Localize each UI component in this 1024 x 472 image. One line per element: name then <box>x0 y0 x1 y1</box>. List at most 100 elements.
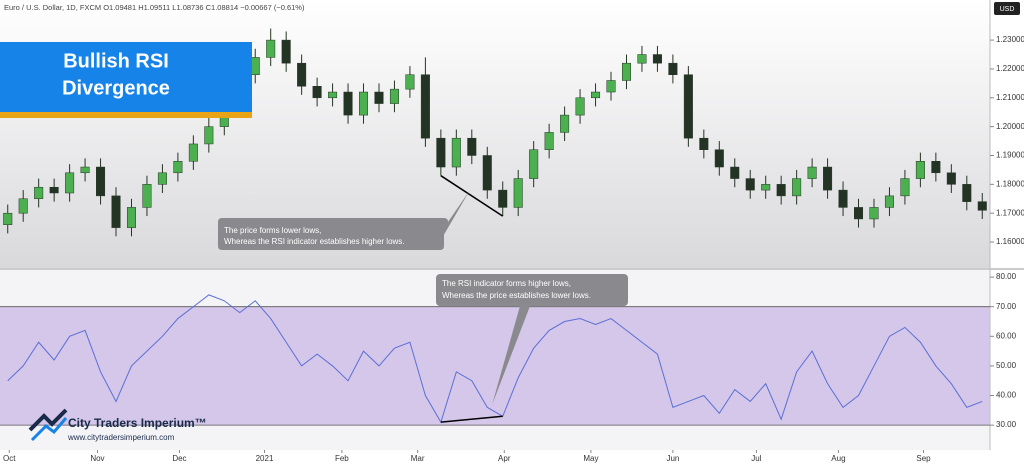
y-tick-label: 80.00 <box>996 272 1017 281</box>
candle-body <box>606 80 616 93</box>
candle-body <box>915 161 925 179</box>
x-tick-label: May <box>583 454 598 463</box>
x-tick-label: Feb <box>335 454 349 463</box>
y-tick-label: 1.21000 <box>996 93 1024 102</box>
candle-body <box>591 91 601 99</box>
candle-body <box>389 88 399 104</box>
y-tick-label: 50.00 <box>996 361 1017 370</box>
candle-body <box>420 74 430 139</box>
candle-body <box>683 74 693 139</box>
x-tick-label: Aug <box>831 454 845 463</box>
y-tick-label: 70.00 <box>996 302 1017 311</box>
candle-body <box>204 126 214 145</box>
y-tick-label: 1.19000 <box>996 151 1024 160</box>
candle-body <box>962 184 972 202</box>
candle-body <box>49 186 59 194</box>
x-tick-label: Oct <box>3 454 16 463</box>
price-pane <box>0 0 990 268</box>
rsi-callout <box>436 274 628 306</box>
candle-body <box>560 114 570 133</box>
candle-body <box>513 178 523 208</box>
candle-body <box>838 189 848 208</box>
candle-body <box>266 39 276 58</box>
candle-body <box>977 201 987 211</box>
candle-body <box>3 212 13 225</box>
logo-url: www.citytradersimperium.com <box>67 433 175 442</box>
currency-label: USD <box>1000 6 1015 13</box>
y-tick-label: 40.00 <box>996 391 1017 400</box>
x-tick-label: Apr <box>498 454 511 463</box>
candle-body <box>467 137 477 156</box>
candle-body <box>854 207 864 220</box>
candle-body <box>807 166 817 179</box>
candle-body <box>482 155 492 191</box>
candle-body <box>188 143 198 162</box>
candle-body <box>80 166 90 174</box>
logo: City Traders Imperium™ www.citytradersim… <box>28 408 207 442</box>
candle-body <box>792 178 802 197</box>
x-tick-label: 2021 <box>256 454 274 463</box>
banner-stripe <box>0 112 252 118</box>
candle-body <box>18 198 28 214</box>
candle-body <box>544 132 554 150</box>
banner-box <box>0 42 252 112</box>
rsi-band <box>0 306 990 426</box>
y-tick-label: 60.00 <box>996 331 1017 340</box>
candle-body <box>529 149 539 179</box>
candle-body <box>96 166 106 197</box>
callout-text: The RSI indicator forms higher lows, <box>442 279 571 288</box>
candle-body <box>157 172 167 185</box>
logo-mark <box>30 417 68 442</box>
candle-body <box>343 91 353 116</box>
y-tick-label: 1.23000 <box>996 35 1024 44</box>
candle-body <box>312 86 322 99</box>
candle-body <box>575 97 585 116</box>
candle-body <box>931 161 941 174</box>
x-tick-label: Sep <box>916 454 931 463</box>
candle-body <box>374 91 384 104</box>
price-callout <box>218 190 470 250</box>
callout-text: Whereas the RSI indicator establishes hi… <box>224 237 405 246</box>
y-tick-label: 1.22000 <box>996 64 1024 73</box>
candle-body <box>250 57 260 75</box>
candle-body <box>668 62 678 75</box>
rsi-layer <box>0 276 994 426</box>
candle-body <box>761 184 771 191</box>
banner-text: Divergence <box>62 77 170 99</box>
x-tick-label: Mar <box>411 454 425 463</box>
candle-body <box>714 149 724 168</box>
candle-body <box>405 74 415 90</box>
candle-body <box>173 161 183 174</box>
candle-body <box>946 172 956 185</box>
x-tick-label: Nov <box>90 454 104 463</box>
x-tick-label: Jul <box>751 454 761 463</box>
divergence-line <box>440 175 504 217</box>
y-tick-label: 30.00 <box>996 420 1017 429</box>
candle-body <box>637 54 647 64</box>
y-tick-label: 1.18000 <box>996 179 1024 188</box>
y-tick-label: 1.17000 <box>996 208 1024 217</box>
logo-name: City Traders Imperium™ <box>68 416 207 430</box>
candle-body <box>652 54 662 64</box>
candle-body <box>884 195 894 208</box>
callout-text: Whereas the price establishes lower lows… <box>442 291 591 300</box>
candle-body <box>436 137 446 168</box>
rsi-callout-pointer <box>492 306 530 405</box>
candle-body <box>745 178 755 191</box>
callout-text: The price forms lower lows, <box>224 226 321 235</box>
candle-body <box>823 166 833 191</box>
symbol-header: Euro / U.S. Dollar, 1D, FXCM O1.09481 H1… <box>4 3 305 12</box>
candle-body <box>111 195 121 228</box>
candle-body <box>297 62 307 87</box>
candle-body <box>869 207 879 220</box>
y-tick-label: 1.20000 <box>996 122 1024 131</box>
x-tick-label: Dec <box>172 454 186 463</box>
rsi-line <box>7 294 983 424</box>
candle-body <box>281 39 291 64</box>
candle-body <box>776 184 786 197</box>
currency-badge <box>994 2 1020 15</box>
candle-body <box>328 91 338 99</box>
y-tick-label: 1.16000 <box>996 237 1024 246</box>
divergence-line <box>440 415 503 423</box>
